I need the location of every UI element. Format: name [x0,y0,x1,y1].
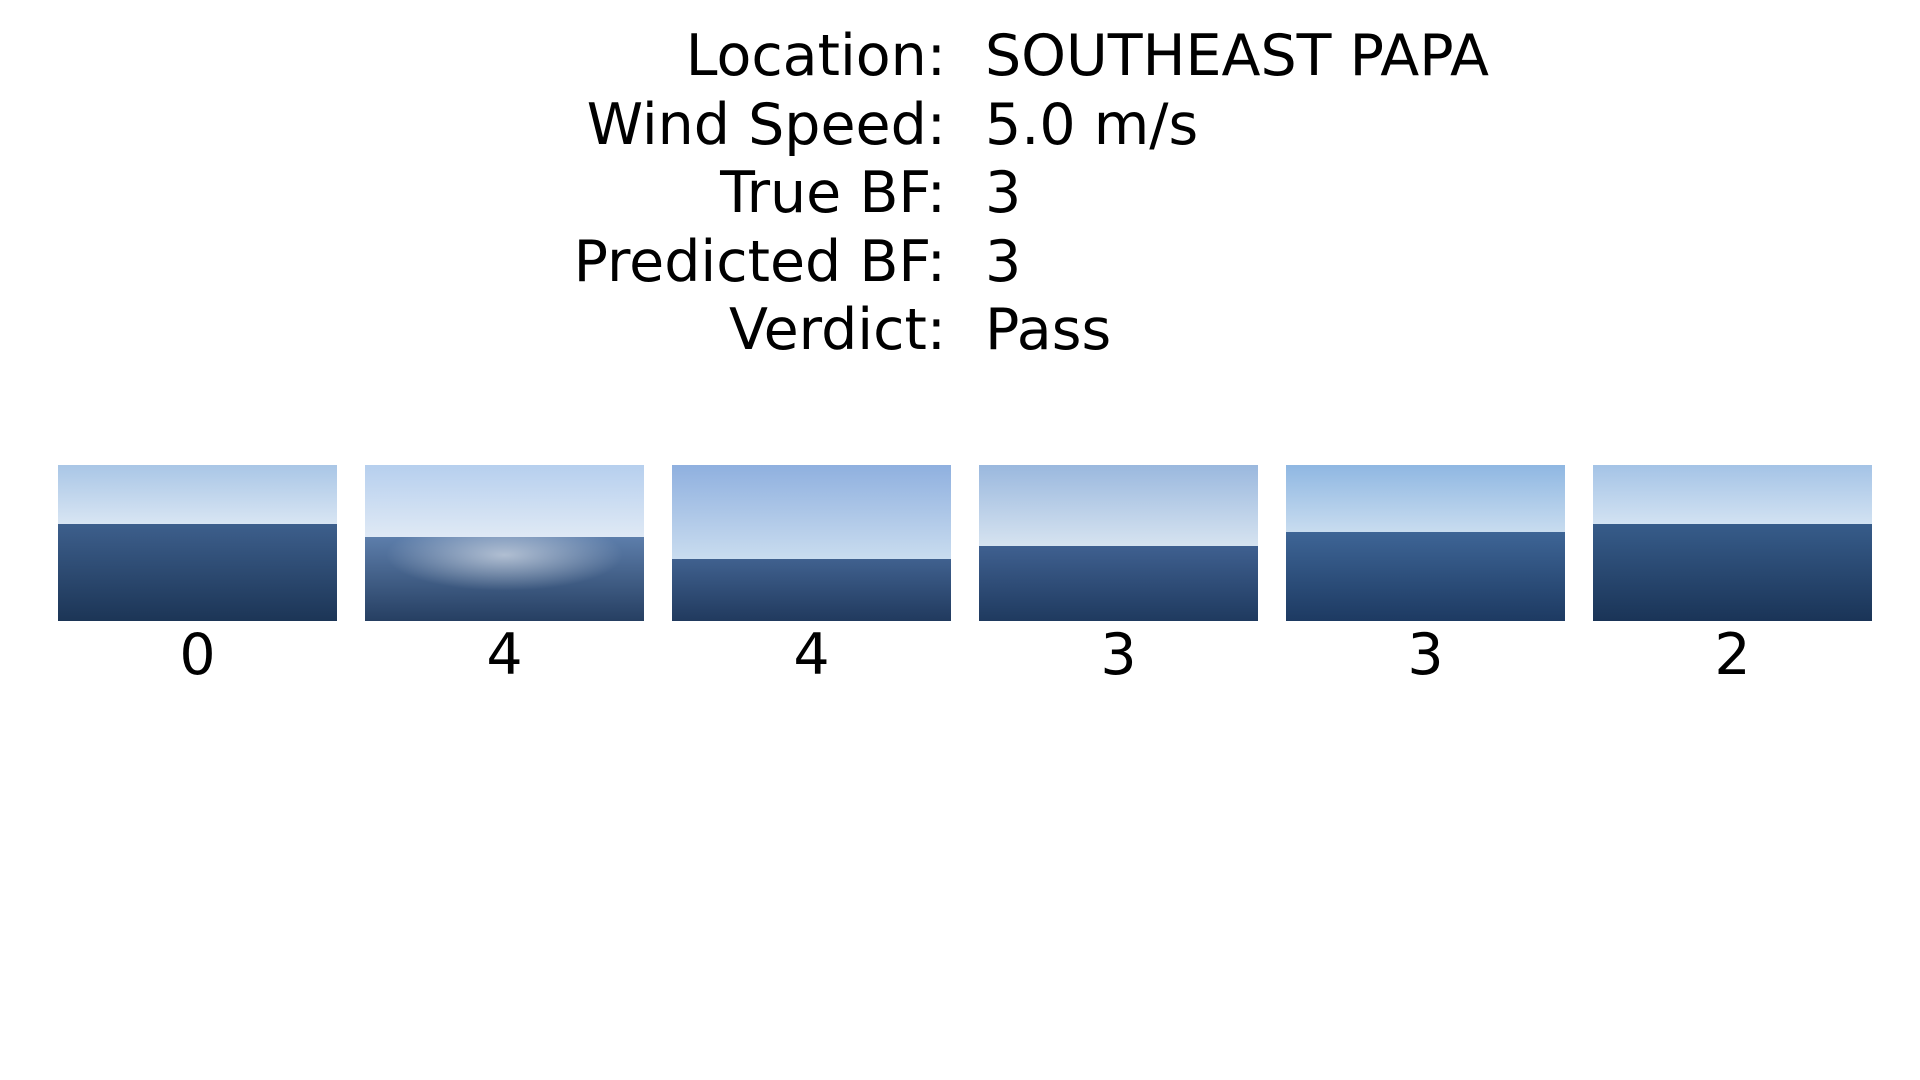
predicted-bf-key: Predicted BF: [573,228,946,295]
sea-photo [1286,465,1565,621]
thumbnail-5: 2 [1593,465,1872,689]
thumbnail-label: 4 [793,622,830,688]
thumbnail-label: 0 [179,622,216,688]
sky-region [672,465,951,559]
wind-speed-value: 5.0 m/s [985,91,1199,158]
true-bf-value: 3 [985,160,1022,226]
info-row-wind-speed: Wind Speed: 5.0 m/s [0,91,1920,160]
sea-region [1593,524,1872,621]
sky-region [979,465,1258,546]
sea-region [1286,532,1565,621]
thumbnail-strip: 0 4 4 3 [0,465,1920,695]
sea-region [672,559,951,621]
sea-photo [1593,465,1872,621]
sky-region [1286,465,1565,532]
sea-photo [58,465,337,621]
sky-region [58,465,337,524]
info-row-location: Location: SOUTHEAST PAPA [0,22,1920,91]
thumbnail-4: 3 [1286,465,1565,689]
thumbnail-label: 3 [1407,622,1444,688]
info-row-verdict: Verdict: Pass [0,296,1920,365]
verdict-value: Pass [985,297,1112,363]
sky-region [365,465,644,537]
wind-speed-key: Wind Speed: [586,91,946,158]
location-key: Location: [685,23,946,89]
thumbnail-0: 0 [58,465,337,689]
sea-region [979,546,1258,621]
location-value: SOUTHEAST PAPA [985,23,1490,89]
sea-photo [979,465,1258,621]
info-panel: Location: SOUTHEAST PAPA Wind Speed: 5.0… [0,22,1920,365]
sky-region [1593,465,1872,524]
info-row-predicted-bf: Predicted BF: 3 [0,228,1920,297]
thumbnail-1: 4 [365,465,644,689]
thumbnail-2: 4 [672,465,951,689]
predicted-bf-value: 3 [985,228,1022,295]
thumbnail-label: 2 [1714,622,1751,688]
sun-glint [365,537,644,597]
sea-photo [365,465,644,621]
thumbnail-label: 3 [1100,622,1137,688]
info-row-true-bf: True BF: 3 [0,159,1920,228]
thumbnail-3: 3 [979,465,1258,689]
true-bf-key: True BF: [720,160,946,226]
sea-photo [672,465,951,621]
verdict-key: Verdict: [729,297,946,363]
thumbnail-label: 4 [486,622,523,688]
sea-region [58,524,337,621]
